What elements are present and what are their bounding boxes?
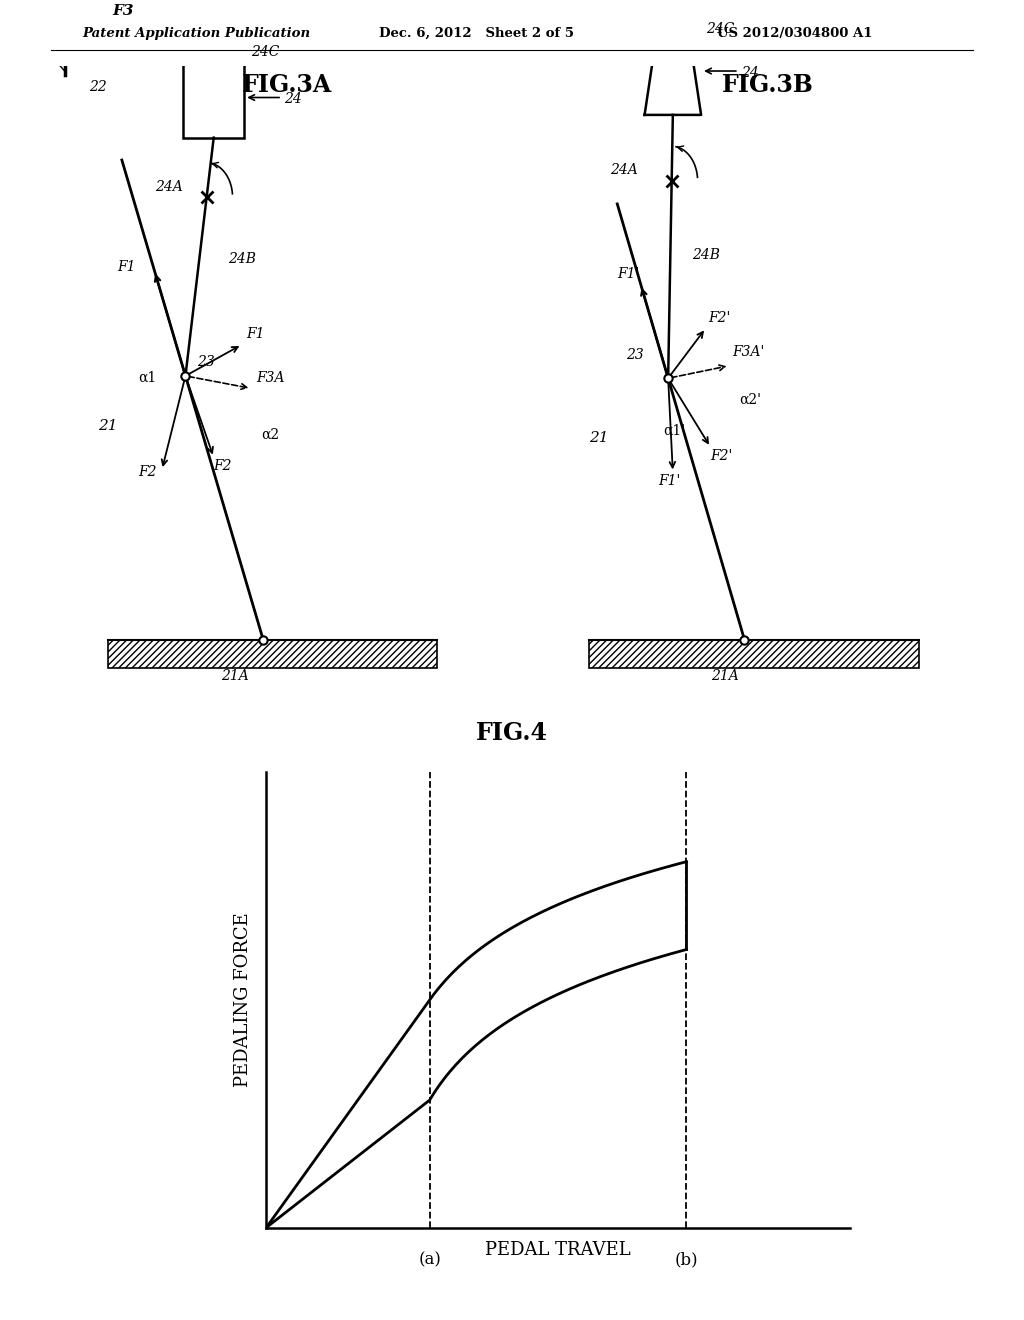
Text: (b): (b): [675, 1251, 698, 1269]
Text: α2': α2': [738, 392, 761, 407]
Text: F3A': F3A': [732, 346, 764, 359]
Text: US 2012/0304800 A1: US 2012/0304800 A1: [717, 26, 872, 40]
Text: 24A: 24A: [610, 164, 638, 177]
Text: 23: 23: [198, 355, 215, 370]
Text: 24C: 24C: [706, 22, 734, 37]
Text: F2: F2: [138, 465, 157, 479]
Text: F2': F2': [711, 449, 733, 463]
Text: F2: F2: [214, 459, 232, 473]
Text: 21A: 21A: [712, 669, 739, 684]
Bar: [183, 37, 245, 137]
Text: 24: 24: [741, 66, 759, 81]
Text: 21: 21: [589, 432, 608, 445]
Text: 24C: 24C: [252, 45, 280, 59]
Text: Patent Application Publication: Patent Application Publication: [82, 26, 310, 40]
Text: 24A: 24A: [155, 180, 182, 194]
Text: F3: F3: [113, 4, 134, 18]
Y-axis label: PEDALING FORCE: PEDALING FORCE: [234, 912, 252, 1088]
Text: (a): (a): [418, 1251, 441, 1269]
Text: F2': F2': [709, 310, 730, 325]
Text: 22: 22: [89, 79, 106, 94]
Text: 24: 24: [285, 91, 302, 106]
Text: FIG.3A: FIG.3A: [242, 73, 332, 96]
Bar: [589, 640, 919, 668]
Text: 23: 23: [626, 348, 643, 363]
Text: F1': F1': [617, 268, 640, 281]
Text: 24B: 24B: [691, 248, 720, 263]
Text: F1': F1': [658, 474, 681, 488]
Text: α1: α1: [138, 371, 157, 385]
Text: F1: F1: [247, 327, 265, 342]
Text: FIG.4: FIG.4: [476, 721, 548, 744]
Bar: [108, 640, 437, 668]
Text: F3A: F3A: [256, 371, 285, 385]
Text: 21A: 21A: [221, 669, 249, 684]
Text: α2: α2: [261, 428, 279, 442]
X-axis label: PEDAL TRAVEL: PEDAL TRAVEL: [485, 1242, 631, 1259]
Text: F1: F1: [117, 260, 135, 273]
Text: α1': α1': [664, 424, 685, 438]
Text: FIG.3B: FIG.3B: [722, 73, 814, 96]
Text: 21: 21: [98, 418, 118, 433]
Text: Dec. 6, 2012   Sheet 2 of 5: Dec. 6, 2012 Sheet 2 of 5: [379, 26, 573, 40]
Text: 24B: 24B: [228, 252, 256, 267]
